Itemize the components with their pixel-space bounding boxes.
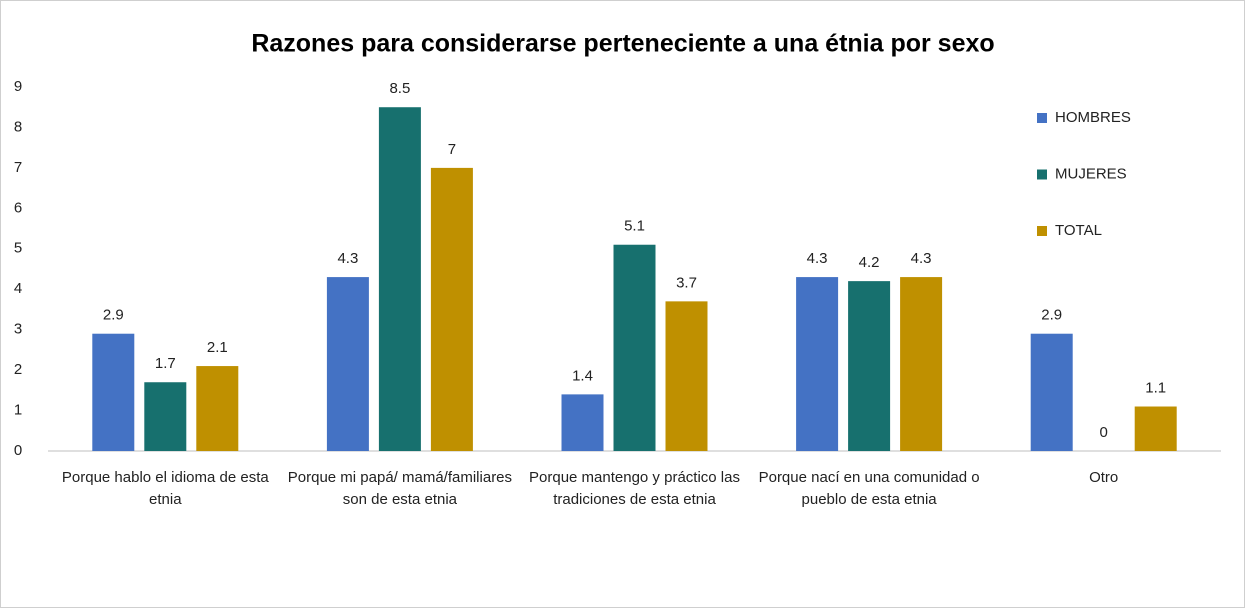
y-tick-label: 0 [14, 442, 22, 459]
x-tick-label-line: tradiciones de esta etnia [553, 491, 716, 508]
bar [796, 277, 839, 451]
bar [1030, 333, 1073, 451]
bar [196, 366, 239, 451]
value-label: 2.1 [207, 339, 228, 356]
x-tick-label-line: son de esta etnia [343, 491, 458, 508]
value-label: 0 [1100, 424, 1108, 441]
x-tick-label: Otro [1089, 469, 1118, 486]
value-label: 4.3 [807, 250, 828, 267]
x-tick-label-line: Porque mantengo y práctico las [529, 469, 740, 486]
y-tick-label: 1 [14, 402, 22, 419]
value-label: 8.5 [389, 80, 410, 97]
value-label: 1.7 [155, 355, 176, 372]
legend-swatch [1037, 226, 1047, 236]
value-label: 4.3 [911, 250, 932, 267]
value-label: 4.3 [337, 250, 358, 267]
x-tick-label-line: Porque nací en una comunidad o [759, 469, 980, 486]
legend-label: MUJERES [1055, 165, 1127, 182]
y-tick-label: 6 [14, 199, 22, 216]
y-tick-label: 7 [14, 159, 22, 176]
x-tick-label: Porque mi papá/ mamá/familiares son de es… [288, 469, 512, 508]
value-label: 4.2 [859, 254, 880, 271]
x-tick-label: Porque hablo el idioma de esta etnia [62, 469, 269, 508]
x-tick-label-line: etnia [149, 491, 182, 508]
y-tick-label: 9 [14, 78, 22, 95]
x-tick-label-line: Otro [1089, 469, 1118, 486]
legend-label: TOTAL [1055, 222, 1102, 239]
x-tick-label-line: pueblo de esta etnia [802, 491, 938, 508]
x-tick-label-line: Porque hablo el idioma de esta [62, 469, 269, 486]
value-label: 7 [448, 141, 456, 158]
y-tick-label: 3 [14, 321, 22, 338]
chart-title: Razones para considerarse perteneciente … [251, 30, 994, 58]
value-label: 1.4 [572, 367, 593, 384]
y-tick-label: 8 [14, 118, 22, 135]
bar [378, 107, 421, 451]
bar [326, 277, 369, 451]
y-tick-label: 5 [14, 240, 22, 257]
bar [1134, 406, 1177, 451]
bar [665, 301, 708, 451]
bar [144, 382, 187, 451]
value-label: 2.9 [103, 307, 124, 324]
value-label: 5.1 [624, 218, 645, 235]
value-label: 1.1 [1145, 379, 1166, 396]
legend-swatch [1037, 113, 1047, 123]
x-tick-label-line: Porque mi papá/ mamá/familiares [288, 469, 512, 486]
bar [613, 244, 656, 451]
y-tick-label: 4 [14, 280, 22, 297]
bar [430, 167, 473, 451]
value-label: 2.9 [1041, 307, 1062, 324]
x-tick-label: Porque nací en una comunidad o pueblo de … [759, 469, 980, 508]
bar [92, 333, 135, 451]
bar [848, 281, 891, 451]
y-tick-label: 2 [14, 361, 22, 378]
legend-swatch [1037, 169, 1047, 180]
bar [561, 394, 604, 451]
bar [900, 277, 943, 451]
x-tick-label: Porque mantengo y práctico las tradicione… [529, 469, 740, 508]
value-label: 3.7 [676, 274, 697, 291]
legend-label: HOMBRES [1055, 109, 1131, 126]
